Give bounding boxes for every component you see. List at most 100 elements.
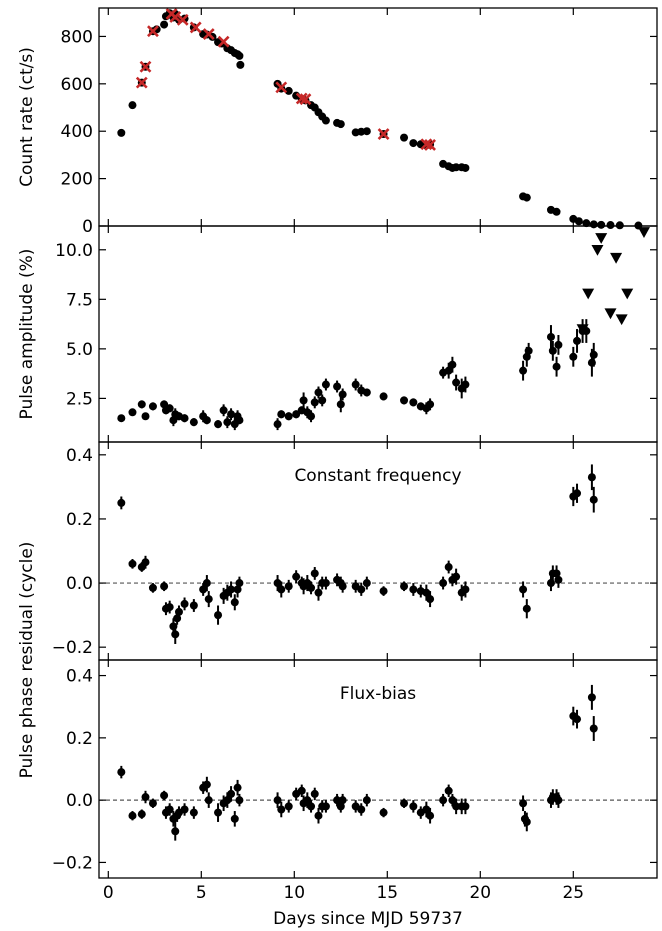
data-point <box>357 805 366 814</box>
data-point <box>362 388 371 397</box>
data-point <box>189 418 198 427</box>
data-point <box>233 783 242 792</box>
data-point <box>273 796 282 805</box>
data-point <box>148 799 157 808</box>
data-point <box>310 569 319 578</box>
cross-marker <box>147 25 159 38</box>
data-point <box>587 473 596 482</box>
data-point <box>160 791 169 800</box>
data-point <box>128 408 137 417</box>
data-point <box>318 396 327 405</box>
cross-marker <box>139 60 152 73</box>
data-point <box>314 811 323 820</box>
data-point <box>452 802 461 811</box>
data-point <box>180 805 189 814</box>
data-point <box>310 398 319 407</box>
data-point <box>400 799 409 808</box>
data-point <box>522 817 531 826</box>
upper-limit-marker <box>595 233 608 244</box>
data-point <box>219 406 228 415</box>
data-point <box>379 587 388 596</box>
upper-limit-marker <box>637 227 650 238</box>
data-point <box>202 579 211 588</box>
data-point <box>227 789 236 798</box>
data-point <box>292 572 301 581</box>
cross-marker <box>135 76 148 89</box>
data-point <box>333 382 342 391</box>
data-point <box>409 585 418 594</box>
panel-count-rate: 0 200 400 600 800 Count rate (ct/s) <box>17 7 658 237</box>
data-point <box>589 724 598 733</box>
data-point <box>554 796 563 805</box>
data-point <box>230 814 239 823</box>
data-point <box>307 802 316 811</box>
y-tick-label: 0.4 <box>66 446 93 466</box>
y-axis-label: Pulse amplitude (%) <box>17 249 37 420</box>
data-point <box>141 558 150 567</box>
series-circle <box>117 9 643 230</box>
data-point <box>452 163 461 172</box>
data-point <box>409 802 418 811</box>
series-triangle-down <box>576 227 650 336</box>
y-tick-label: 7.5 <box>66 290 93 310</box>
data-point <box>461 380 470 389</box>
data-point <box>273 579 282 588</box>
data-point <box>400 396 409 405</box>
upper-limit-marker <box>615 314 628 326</box>
y-tick-label: 200 <box>61 170 93 190</box>
data-point <box>165 404 174 413</box>
cross-marker <box>420 138 433 151</box>
data-point <box>202 780 211 789</box>
data-point <box>299 396 308 405</box>
y-tick-label: −0.2 <box>52 638 93 658</box>
data-point <box>426 400 435 409</box>
x-axis-label: Days since MJD 59737 <box>273 909 463 929</box>
series-circle-errorbar <box>117 319 598 431</box>
data-point <box>362 579 371 588</box>
data-point <box>202 416 211 425</box>
y-tick-label: 10.0 <box>55 241 93 261</box>
upper-limit-marker <box>582 288 595 300</box>
data-point <box>310 789 319 798</box>
data-point <box>333 796 342 805</box>
data-point <box>552 207 561 216</box>
data-point <box>444 563 453 572</box>
x-tick-label: 5 <box>196 883 207 903</box>
data-point <box>589 220 598 229</box>
cross-marker <box>217 35 230 48</box>
data-point <box>214 808 223 817</box>
x-tick-label: 25 <box>562 883 584 903</box>
data-point <box>236 60 245 69</box>
y-tick-label: 800 <box>61 27 93 47</box>
data-point <box>117 498 126 507</box>
data-point <box>321 579 330 588</box>
data-point <box>307 412 316 421</box>
series-cross <box>135 8 436 151</box>
data-point <box>444 786 453 795</box>
data-point <box>284 412 293 421</box>
data-point <box>548 346 557 355</box>
data-point <box>444 366 453 375</box>
data-point <box>379 392 388 401</box>
series-circle-errorbar <box>117 684 598 841</box>
upper-limit-marker <box>576 324 589 336</box>
y-tick-label: 600 <box>61 75 93 95</box>
data-point <box>461 163 470 172</box>
data-point <box>277 585 286 594</box>
data-point <box>189 808 198 817</box>
panel-frame <box>98 659 658 879</box>
data-point <box>573 336 582 345</box>
data-point <box>574 217 583 226</box>
data-point <box>321 802 330 811</box>
data-point <box>141 412 150 421</box>
data-point <box>148 402 157 411</box>
data-point <box>554 575 563 584</box>
cross-marker <box>424 139 436 151</box>
data-point <box>180 599 189 608</box>
data-point <box>519 585 528 594</box>
data-point <box>587 693 596 702</box>
data-point <box>519 366 528 375</box>
data-point <box>522 193 531 202</box>
